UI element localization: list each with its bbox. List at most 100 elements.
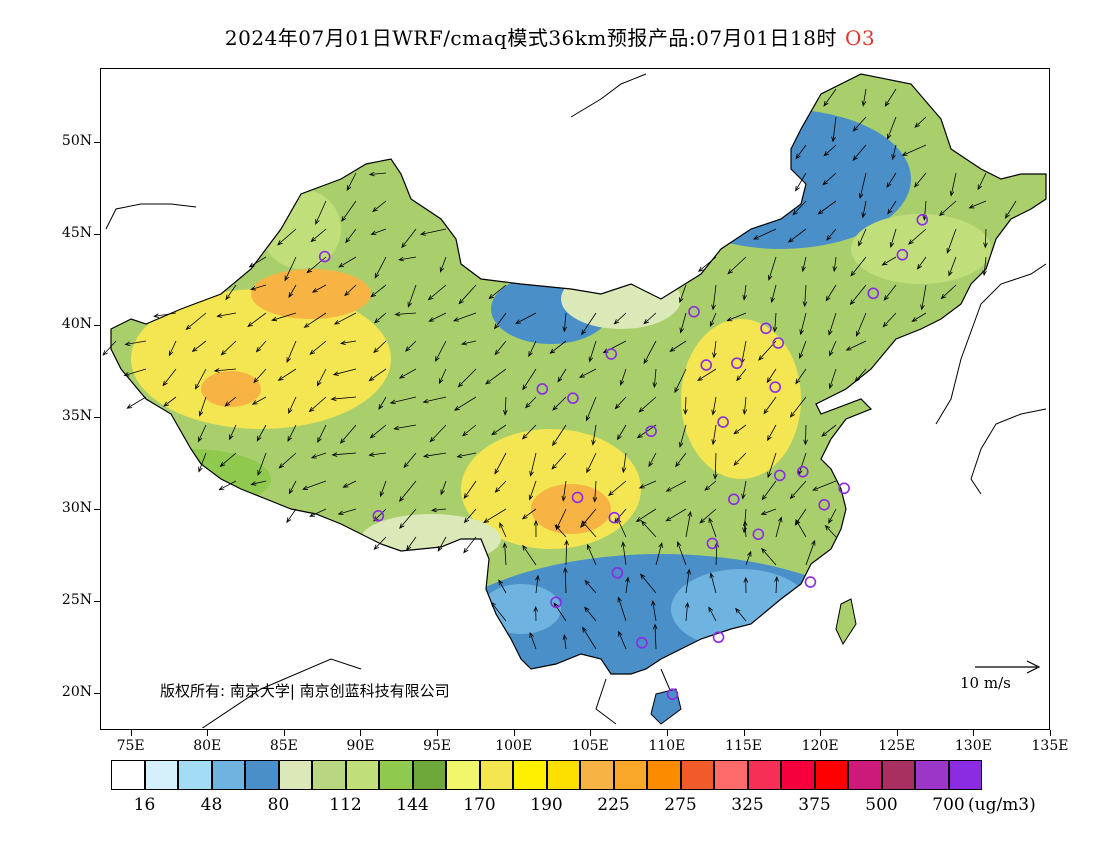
longitude-tick: [743, 730, 745, 736]
wind-vector: [913, 172, 927, 188]
wind-vector: [648, 452, 657, 468]
wind-vector: [760, 508, 777, 515]
wind-vector: [399, 508, 417, 529]
wind-vector: [406, 536, 417, 551]
station-marker: [731, 357, 743, 370]
wind-vector: [641, 520, 657, 538]
wind-vector: [655, 542, 663, 566]
wind-vector: [255, 340, 267, 353]
coastline-russia: [570, 73, 647, 118]
wind-vector: [373, 340, 387, 354]
wind-vector: [829, 340, 837, 357]
longitude-tick: [360, 730, 362, 736]
wind-vector: [618, 630, 627, 650]
station-marker: [728, 493, 740, 506]
wind-vector: [828, 312, 837, 336]
wind-vector: [704, 480, 717, 491]
wind-vector: [277, 228, 297, 246]
station-marker: [773, 469, 786, 482]
longitude-tick: [207, 730, 209, 736]
wind-vector: [458, 284, 477, 305]
wind-vector: [831, 116, 837, 143]
wind-vector: [494, 480, 507, 493]
latitude-label: 35N: [61, 408, 92, 425]
wind-vector: [389, 396, 417, 405]
wind-vector: [766, 368, 777, 384]
wind-vector: [795, 172, 807, 192]
wind-vector: [708, 517, 717, 538]
wind-vector: [422, 452, 447, 459]
wind-vector: [685, 510, 693, 538]
wind-vector: [823, 88, 837, 107]
wind-vector: [491, 424, 507, 436]
wind-vector: [316, 368, 327, 387]
legend-label: 225: [597, 795, 630, 815]
wind-vector: [457, 368, 477, 388]
wind-vector: [982, 256, 987, 277]
wind-vector: [891, 144, 897, 161]
wind-vector-field: [102, 88, 1017, 650]
wind-vector: [346, 172, 357, 192]
wind-vector: [767, 424, 777, 442]
wind-vector: [404, 340, 417, 352]
legend-label: 170: [463, 795, 496, 815]
station-markers: [318, 213, 929, 701]
station-marker: [645, 425, 657, 438]
wind-vector: [852, 116, 867, 132]
wind-vector: [584, 579, 597, 594]
title-species: O3: [844, 26, 876, 50]
station-marker: [717, 416, 729, 428]
wind-reference-arrow-icon: [975, 660, 1041, 674]
wind-vector: [678, 424, 687, 448]
latitude-tick: [94, 509, 100, 511]
longitude-tick: [1050, 730, 1051, 736]
wind-vector: [162, 368, 177, 387]
wind-vector: [914, 116, 927, 128]
latitude-label: 40N: [61, 316, 92, 333]
wind-vector: [561, 480, 567, 502]
latitude-tick: [94, 417, 100, 419]
latitude-tick: [94, 601, 100, 603]
wind-vector: [310, 228, 327, 243]
wind-vector: [428, 312, 447, 322]
wind-vector: [640, 573, 657, 594]
wind-vector: [194, 368, 207, 390]
latitude-label: 45N: [61, 224, 92, 241]
wind-vector: [306, 256, 327, 274]
wind-vector: [463, 508, 477, 524]
wind-vector: [787, 228, 807, 243]
legend-color-cell: [647, 760, 681, 790]
station-marker: [867, 287, 880, 300]
wind-vector: [515, 312, 537, 324]
wind-vector: [761, 480, 777, 501]
wind-vector: [805, 539, 816, 566]
wind-vector: [373, 312, 387, 324]
wind-vector: [821, 424, 837, 437]
wind-vector: [429, 424, 447, 443]
legend-color-cell: [245, 760, 279, 790]
wind-vector: [742, 284, 747, 301]
wind-vector: [529, 631, 537, 650]
wind-vector: [452, 312, 477, 322]
longitude-label: 105E: [571, 738, 609, 754]
wind-vector: [153, 312, 177, 318]
wind-vector: [332, 368, 357, 376]
wind-vector: [795, 144, 807, 160]
copyright-text: 版权所有: 南京大学| 南京创蓝科技有限公司: [160, 682, 450, 700]
wind-vector: [669, 340, 687, 352]
wind-reference-label: 10 m/s: [960, 674, 1011, 692]
wind-vector: [525, 396, 537, 409]
legend-color-cell: [881, 760, 915, 790]
wind-vector: [638, 480, 657, 489]
wind-vector: [775, 516, 783, 538]
wind-vector: [213, 368, 237, 373]
wind-vector: [528, 340, 537, 358]
wind-vector: [126, 396, 147, 409]
wind-vector: [625, 576, 630, 594]
wind-vector: [767, 452, 777, 479]
wind-vector: [286, 508, 297, 524]
wind-vector: [592, 480, 598, 503]
longitude-tick: [437, 730, 439, 736]
legend-color-cell: [278, 760, 312, 790]
legend-color-cell: [781, 760, 815, 790]
